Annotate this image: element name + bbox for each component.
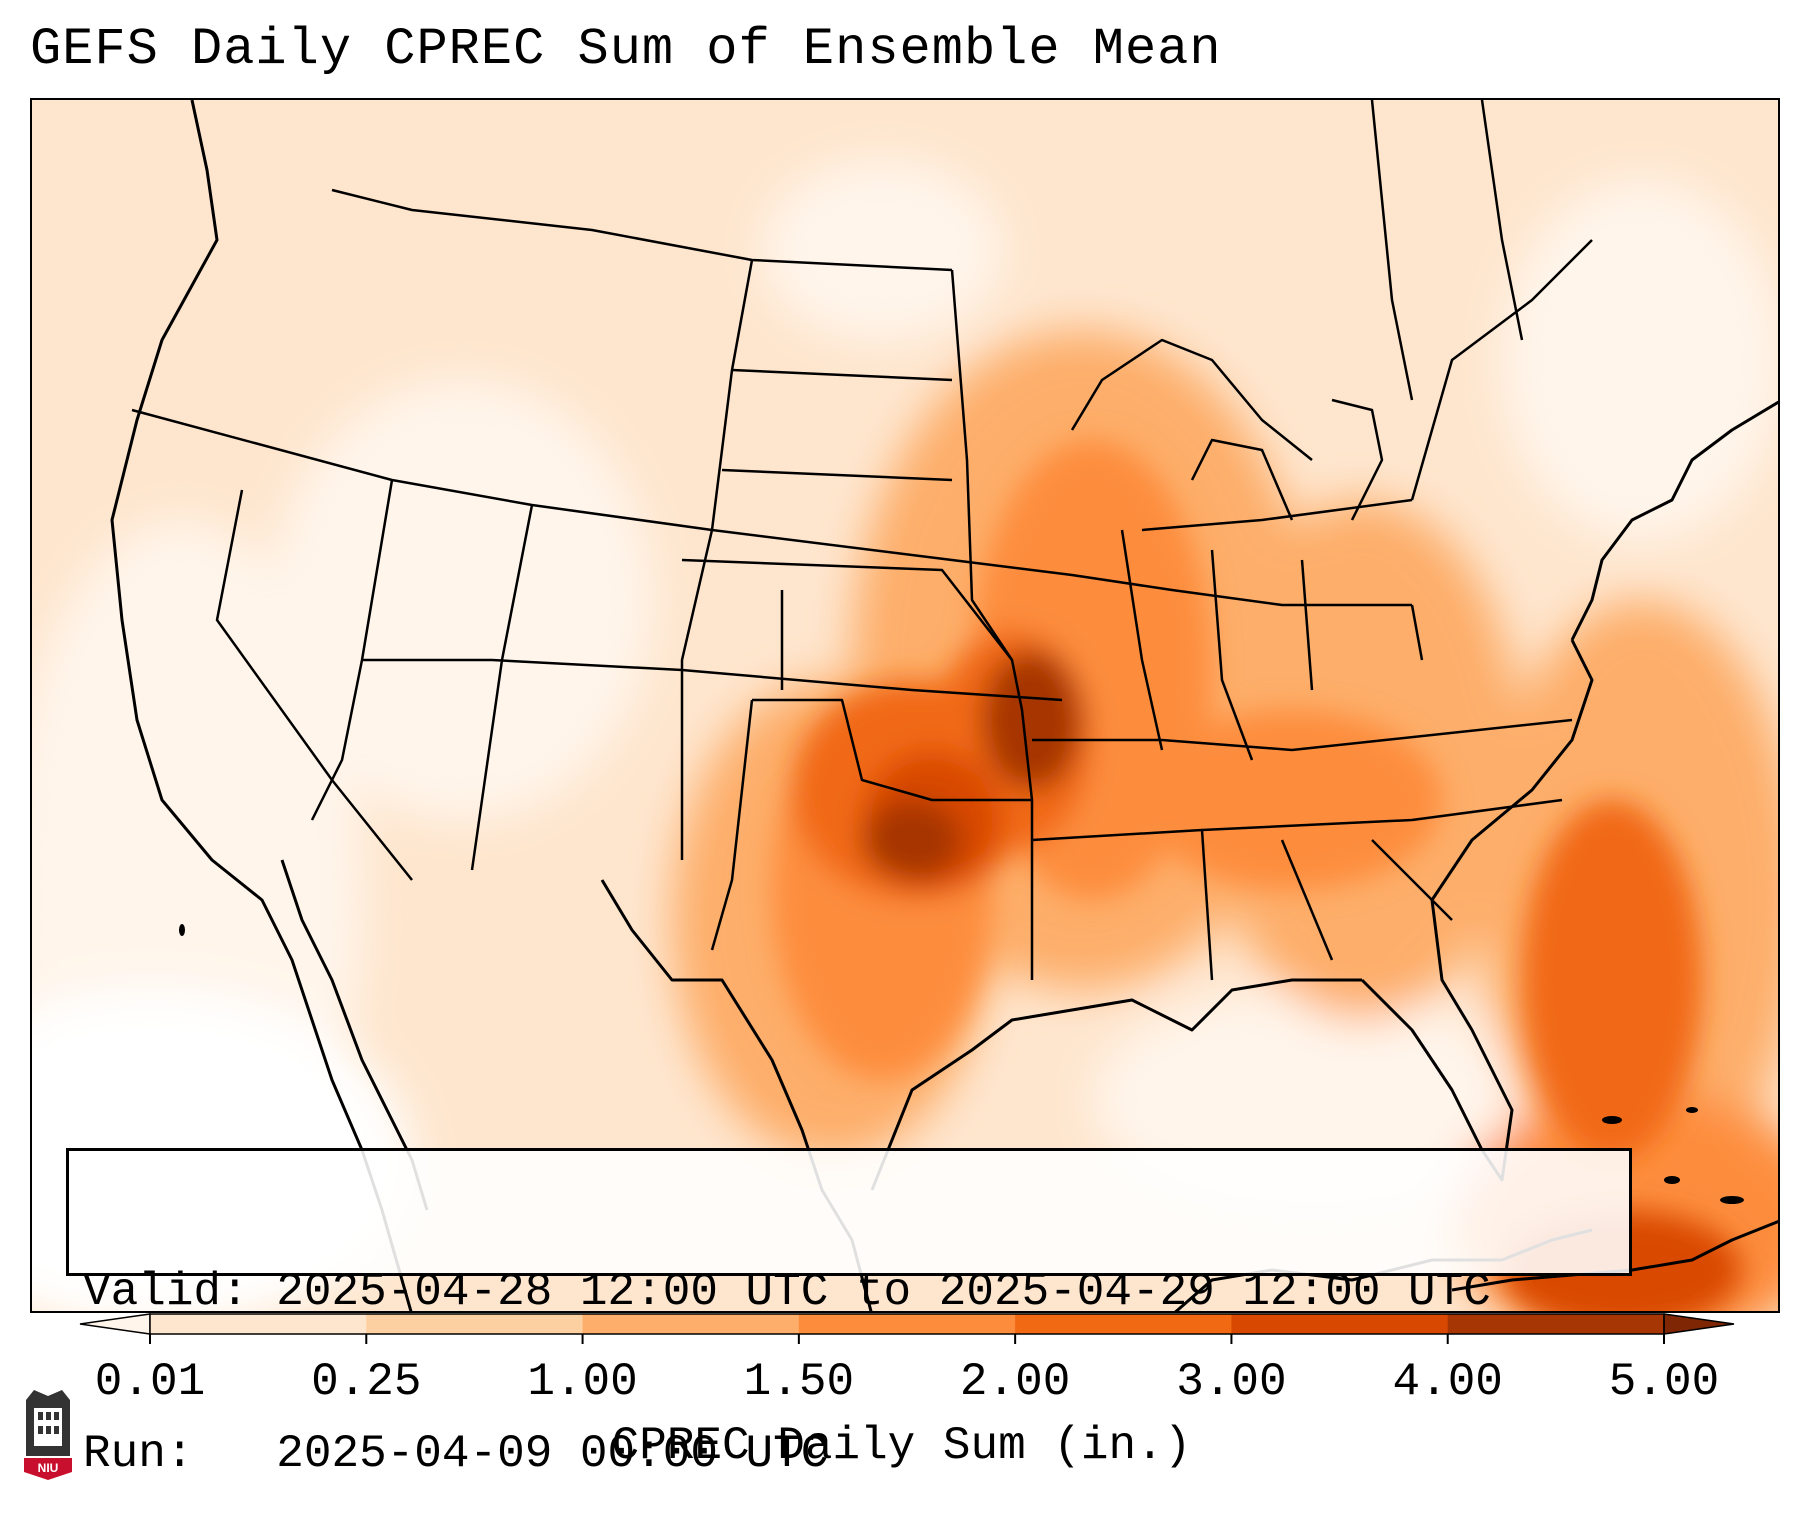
- colorbar-tick-label: 5.00: [1608, 1356, 1720, 1408]
- colorbar-tick-label: 3.00: [1176, 1356, 1287, 1408]
- run-value: 2025-04-09 00:00 UTC: [276, 1428, 829, 1480]
- colorbar-tick-label: 4.00: [1392, 1356, 1503, 1408]
- precip-field: [32, 100, 1778, 1311]
- colorbar-segment: [366, 1314, 584, 1334]
- colorbar-ticks: [149, 1334, 1665, 1344]
- colorbar-segment: [150, 1314, 367, 1334]
- colorbar-tick-label: 1.00: [527, 1356, 638, 1408]
- colorbar-outline: [149, 1313, 1665, 1335]
- coastline: [110, 100, 1778, 1311]
- colorbar-tick-label: 2.00: [959, 1356, 1071, 1408]
- colorbar-title: CPREC Daily Sum (in.): [611, 1420, 1192, 1472]
- run-label: Run:: [83, 1428, 194, 1480]
- colorbar-segment: [582, 1314, 800, 1334]
- colorbar: [79, 1313, 1735, 1344]
- colorbar-segments: [79, 1313, 1735, 1335]
- colorbar-segment: [798, 1314, 1016, 1334]
- state-borders: [131, 100, 1593, 981]
- chart-title: GEFS Daily CPREC Sum of Ensemble Mean: [30, 20, 1222, 79]
- colorbar-tick-label: 0.01: [94, 1356, 206, 1408]
- university-tower-icon: NIU: [24, 1390, 72, 1480]
- valid-value: 2025-04-28 12:00 UTC to 2025-04-29 12:00…: [276, 1266, 1491, 1318]
- colorbar-tick-label: 1.50: [743, 1356, 855, 1408]
- valid-label: Valid:: [83, 1266, 249, 1318]
- precipitation-map: [30, 98, 1780, 1313]
- logo-text: NIU: [38, 1461, 59, 1475]
- valid-row: Valid: 2025-04-28 12:00 UTC to 2025-04-2…: [83, 1265, 1615, 1319]
- islands: [179, 924, 1744, 1204]
- validity-info-box: Valid: 2025-04-28 12:00 UTC to 2025-04-2…: [66, 1148, 1632, 1480]
- run-row: Run: 2025-04-09 00:00 UTC: [83, 1427, 1615, 1481]
- colorbar-segment: [1231, 1314, 1449, 1334]
- map-canvas: [32, 100, 1778, 1311]
- colorbar-extend-low: [79, 1313, 151, 1335]
- colorbar-extend-high: [1663, 1313, 1735, 1335]
- colorbar-segment: [1447, 1314, 1665, 1334]
- colorbar-tick-label: 0.25: [311, 1356, 422, 1408]
- colorbar-segment: [1015, 1314, 1232, 1334]
